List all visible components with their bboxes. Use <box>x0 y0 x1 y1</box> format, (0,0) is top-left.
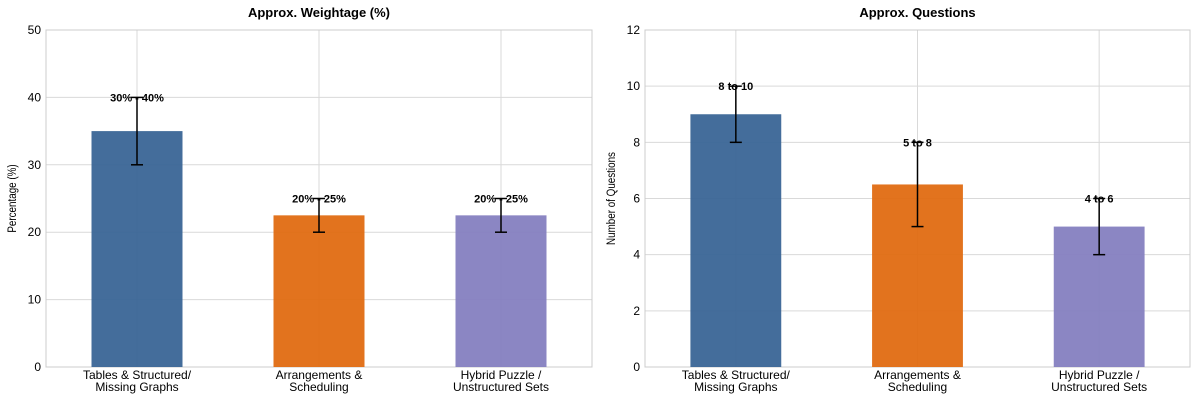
x-tick-label: Arrangements & <box>276 368 363 382</box>
bar <box>273 215 365 367</box>
chart-title: Approx. Weightage (%) <box>248 5 390 20</box>
y-tick-label: 6 <box>633 192 640 206</box>
data-label: 8 to 10 <box>718 81 753 93</box>
x-tick-label: Arrangements & <box>874 368 961 382</box>
x-tick-label: Missing Graphs <box>694 380 777 394</box>
bar <box>455 215 547 367</box>
y-tick-label: 12 <box>627 23 641 37</box>
y-tick-label: 10 <box>28 293 42 307</box>
data-label: 5 to 8 <box>903 137 932 149</box>
y-tick-label: 30 <box>28 158 42 172</box>
y-tick-label: 20 <box>28 225 42 239</box>
x-tick-label: Hybrid Puzzle / <box>1059 368 1140 382</box>
y-tick-label: 4 <box>633 248 640 262</box>
chart-panel-2: Approx. Questions 0 2 4 6 8 10 12 Number of Ques… <box>605 5 1191 394</box>
bar <box>91 131 183 367</box>
y-tick-label: 50 <box>28 23 42 37</box>
y-tick-label: 2 <box>633 304 640 318</box>
x-tick-label: Missing Graphs <box>95 380 178 394</box>
chart-panel-1: Approx. Weightage (%) 0 10 20 30 40 50 Percenta… <box>6 5 593 394</box>
data-label: 20% - 25% <box>474 194 528 206</box>
x-tick-label: Tables & Structured/ <box>83 368 192 382</box>
data-label: 20% - 25% <box>292 194 346 206</box>
y-tick-label: 0 <box>34 360 41 374</box>
x-tick-label: Tables & Structured/ <box>682 368 791 382</box>
y-tick-label: 0 <box>633 360 640 374</box>
y-tick-label: 40 <box>28 90 42 104</box>
x-tick-label: Unstructured Sets <box>453 380 549 394</box>
x-tick-label: Unstructured Sets <box>1051 380 1147 394</box>
y-axis-label: Number of Questions <box>605 152 618 245</box>
y-axis-label: Percentage (%) <box>6 164 19 232</box>
x-tick-label: Scheduling <box>888 380 947 394</box>
x-tick-label: Hybrid Puzzle / <box>461 368 542 382</box>
data-label: 4 to 6 <box>1085 194 1114 206</box>
bar <box>690 114 782 367</box>
y-tick-label: 10 <box>627 79 641 93</box>
chart-title: Approx. Questions <box>859 5 975 20</box>
y-tick-label: 8 <box>633 135 640 149</box>
x-tick-label: Scheduling <box>289 380 348 394</box>
data-label: 30% - 40% <box>110 92 164 104</box>
